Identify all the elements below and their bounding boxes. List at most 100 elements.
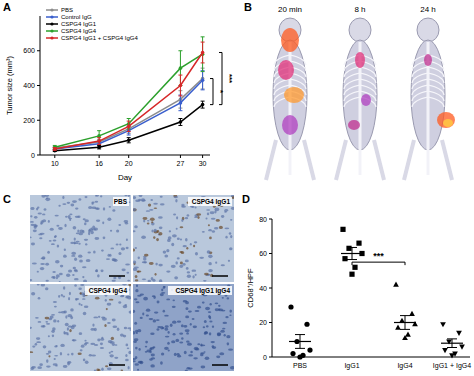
cell	[163, 250, 167, 253]
mouse-scan	[404, 18, 455, 180]
cell	[102, 317, 107, 321]
cell	[209, 332, 212, 335]
cell	[65, 323, 69, 327]
cell	[135, 347, 138, 350]
cell	[69, 218, 71, 221]
cell	[107, 367, 112, 370]
cell	[53, 239, 57, 241]
caption-bg	[113, 197, 129, 206]
cell	[227, 342, 230, 345]
cell	[216, 219, 220, 222]
cell	[56, 225, 59, 227]
cell	[185, 217, 188, 219]
cell	[127, 280, 130, 282]
cell	[78, 352, 82, 355]
cell	[53, 301, 57, 303]
cell	[208, 229, 212, 231]
cell	[221, 264, 225, 266]
cell	[177, 257, 180, 259]
cell	[118, 224, 121, 226]
cell	[175, 261, 177, 264]
uptake	[437, 112, 455, 128]
cell	[54, 355, 58, 357]
cell	[103, 207, 105, 210]
point	[179, 66, 183, 70]
cell	[63, 295, 66, 297]
cell	[75, 208, 78, 210]
cell	[106, 308, 108, 310]
cell	[135, 289, 138, 292]
legend: PBSControl IgGCSPG4 IgG1CSPG4 IgG4CSPG4 …	[46, 7, 139, 41]
cell	[83, 312, 87, 315]
cell	[30, 237, 32, 239]
cell	[41, 325, 45, 327]
point	[201, 78, 205, 82]
histology-caption: PBS	[114, 198, 128, 205]
cell	[65, 216, 68, 218]
cell	[97, 274, 100, 277]
cell	[62, 203, 66, 205]
cell	[138, 348, 140, 351]
cell	[183, 245, 187, 247]
cell	[209, 303, 211, 305]
cell	[225, 316, 228, 318]
point	[442, 348, 448, 353]
x-axis	[40, 155, 210, 156]
x-tick	[99, 155, 100, 158]
cell	[153, 296, 155, 299]
cell	[171, 265, 176, 268]
cell	[157, 301, 160, 304]
cell	[121, 268, 125, 271]
cell	[126, 239, 128, 241]
cell	[59, 273, 63, 275]
cell	[107, 303, 112, 306]
cell	[144, 254, 149, 257]
cell	[173, 333, 176, 335]
cell	[54, 358, 56, 360]
y-tick	[37, 85, 40, 86]
cell	[109, 299, 114, 301]
cell	[229, 232, 232, 235]
x-tick-label: IgG1	[344, 362, 359, 370]
panel-label: D	[242, 193, 250, 205]
cell	[149, 350, 152, 353]
cell	[192, 318, 195, 320]
cell	[30, 351, 33, 353]
cell	[212, 325, 214, 327]
cell	[94, 328, 97, 331]
cell	[68, 270, 72, 273]
cell	[101, 367, 104, 370]
legend-swatch	[46, 16, 58, 18]
cell	[109, 254, 111, 257]
cell	[182, 263, 185, 266]
cell	[212, 346, 216, 349]
legend-marker	[50, 8, 53, 11]
cell	[168, 236, 172, 240]
rib	[344, 67, 376, 77]
cell	[229, 310, 232, 313]
cell	[38, 297, 41, 300]
cell	[92, 323, 94, 326]
cell	[149, 262, 154, 265]
cell	[61, 294, 63, 297]
cell	[211, 218, 216, 220]
cell	[181, 324, 184, 327]
cell	[137, 295, 141, 297]
cell	[150, 364, 155, 367]
cell	[126, 247, 129, 249]
cell	[95, 237, 100, 240]
cell	[168, 349, 170, 351]
legend-label: CSPG4 IgG1	[61, 21, 97, 27]
cell	[205, 357, 210, 360]
cell	[226, 335, 230, 338]
cell	[84, 340, 86, 342]
cell	[67, 327, 69, 330]
cell	[230, 366, 234, 370]
rib	[412, 73, 444, 83]
cell	[150, 199, 153, 201]
cell	[200, 343, 202, 346]
cell	[35, 317, 39, 319]
cell	[60, 265, 63, 268]
cell	[71, 255, 75, 257]
cell	[207, 213, 209, 216]
